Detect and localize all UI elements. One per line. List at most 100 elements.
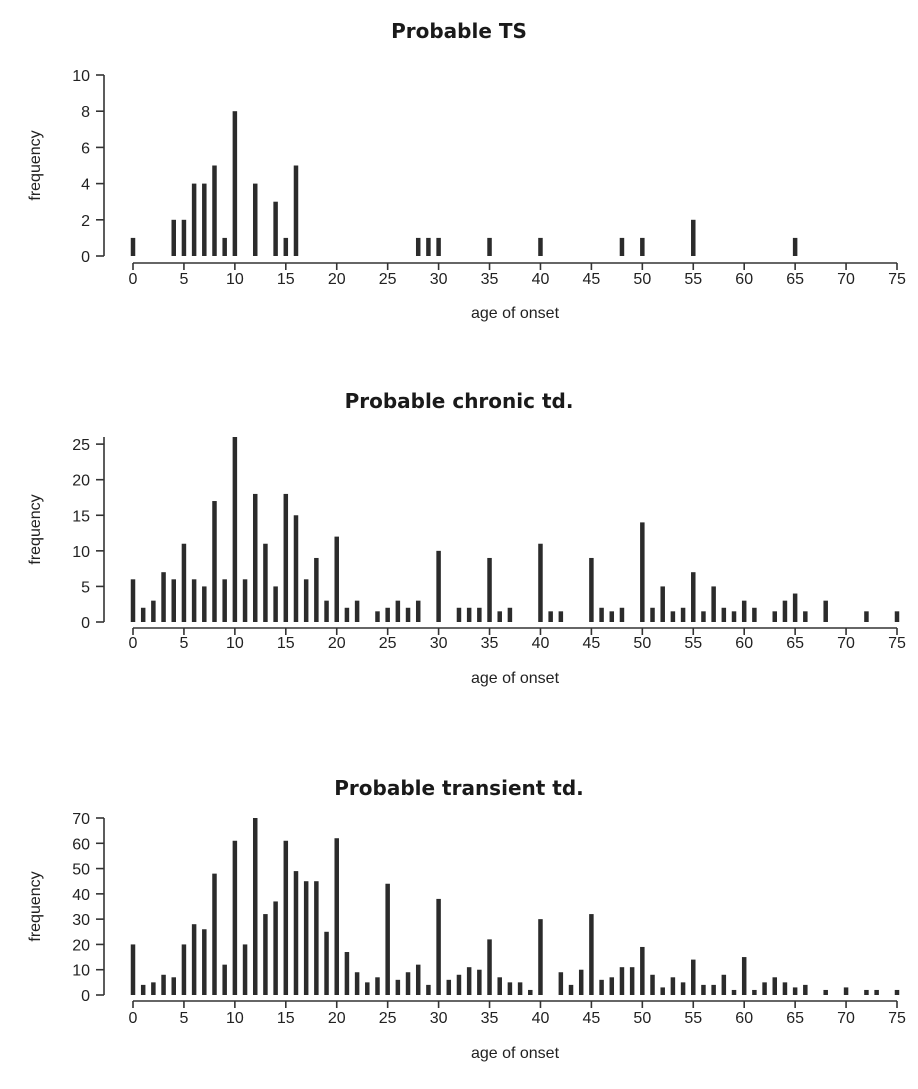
histogram-bar [731, 611, 737, 622]
chart-panel-1: Probable TS 0 2 4 6 8 10 frequency 0 5 10 15 20 25 30 3… [27, 19, 906, 322]
x-tick-label: 65 [786, 1010, 804, 1027]
histogram-bar [558, 611, 564, 622]
histogram-bar [568, 984, 574, 995]
histogram-bar [456, 607, 462, 622]
histogram-bar [273, 901, 278, 995]
x-tick-label: 35 [481, 271, 499, 288]
histogram-bar [640, 522, 645, 622]
y-tick-label: 4 [81, 177, 90, 194]
x-tick-label: 65 [786, 271, 804, 288]
histogram-bar [660, 987, 665, 995]
histogram-bar [222, 237, 227, 256]
histogram-bar [670, 611, 676, 622]
histogram-bar [426, 984, 431, 995]
histogram-bar [405, 607, 411, 622]
histogram-bar [395, 600, 401, 622]
y-axis-label: frequency [27, 494, 44, 564]
x-tick-label: 60 [735, 271, 753, 288]
y-tick-label: 5 [81, 579, 90, 596]
histogram-bar [263, 543, 268, 622]
histogram-bar [385, 607, 390, 622]
x-tick-label: 5 [179, 1010, 188, 1027]
x-tick-label: 15 [277, 271, 295, 288]
x-axis-label: age of onset [471, 1045, 560, 1062]
x-tick-label: 25 [379, 635, 397, 652]
histogram-bar [823, 600, 828, 622]
y-tick-label: 10 [72, 68, 90, 85]
histogram-bar [273, 201, 278, 256]
chart-title: Probable chronic td. [345, 389, 574, 413]
x-tick-label: 25 [379, 271, 397, 288]
histogram-bar [752, 989, 757, 995]
histogram-bar [650, 607, 655, 622]
histogram-bar [212, 873, 217, 995]
x-tick-label: 75 [888, 271, 906, 288]
x-tick-label: 70 [837, 271, 855, 288]
y-tick-label: 50 [72, 862, 90, 879]
histogram-bar [252, 183, 258, 256]
x-tick-label: 40 [532, 271, 550, 288]
histogram-bar [731, 989, 737, 995]
histogram-bar [263, 914, 268, 995]
histogram-bar [466, 967, 472, 995]
histogram-bar [191, 183, 197, 256]
histogram-bar [222, 964, 227, 995]
histogram-bar [446, 979, 452, 995]
y-tick-label: 70 [72, 811, 90, 828]
histogram-bar [640, 946, 645, 995]
histogram-bar [140, 984, 146, 995]
x-axis-label: age of onset [471, 305, 560, 322]
histogram-bar [843, 987, 849, 995]
x-tick-label: 20 [328, 1010, 346, 1027]
histogram-bar [538, 237, 543, 256]
histogram-bar [130, 944, 136, 995]
histogram-bar [701, 984, 706, 995]
histogram-bar [212, 501, 217, 622]
y-tick-label: 0 [81, 249, 90, 266]
histogram-bar [202, 586, 207, 622]
histogram-bar [894, 611, 900, 622]
histogram-bar [619, 967, 625, 995]
histogram-bar [599, 979, 604, 995]
x-tick-label: 15 [277, 1010, 295, 1027]
histogram-bar [894, 989, 900, 995]
x-tick-label: 0 [129, 635, 138, 652]
chart-panel-2: Probable chronic td. 0 5 10 15 20 25 frequency 0… [27, 389, 906, 687]
histogram-bar [517, 982, 523, 995]
histogram-bar [151, 982, 156, 995]
histogram-bar [803, 984, 808, 995]
x-tick-label: 55 [684, 271, 702, 288]
x-tick-label: 45 [583, 635, 601, 652]
histogram-bar [273, 586, 278, 622]
x-tick-label: 75 [888, 635, 906, 652]
histogram-bar [293, 165, 299, 256]
x-tick-label: 40 [532, 1010, 550, 1027]
y-tick-label: 10 [72, 544, 90, 561]
histogram-bar [864, 611, 869, 622]
histogram-bar [528, 989, 533, 995]
histogram-bar [538, 919, 543, 995]
histogram-bar [660, 586, 665, 622]
x-tick-label: 50 [633, 271, 651, 288]
histogram-bar [344, 952, 350, 995]
histogram-bar [293, 515, 299, 622]
histogram-bar [823, 989, 828, 995]
x-tick-label: 30 [430, 271, 448, 288]
histogram-bar [303, 881, 309, 995]
histogram-bar [426, 237, 431, 256]
histogram-bar [792, 987, 798, 995]
x-tick-label: 65 [786, 635, 804, 652]
histogram-bar [212, 165, 217, 256]
y-tick-label: 8 [81, 104, 90, 121]
histogram-bar [436, 550, 441, 622]
y-tick-label: 30 [72, 912, 90, 929]
y-axis-label: frequency [27, 130, 44, 200]
histogram-bar [344, 607, 350, 622]
y-tick-label: 15 [72, 508, 90, 525]
x-tick-label: 20 [328, 271, 346, 288]
histogram-bar [415, 237, 421, 256]
x-tick-label: 55 [684, 1010, 702, 1027]
x-tick-label: 60 [735, 635, 753, 652]
histogram-bar [691, 959, 696, 995]
